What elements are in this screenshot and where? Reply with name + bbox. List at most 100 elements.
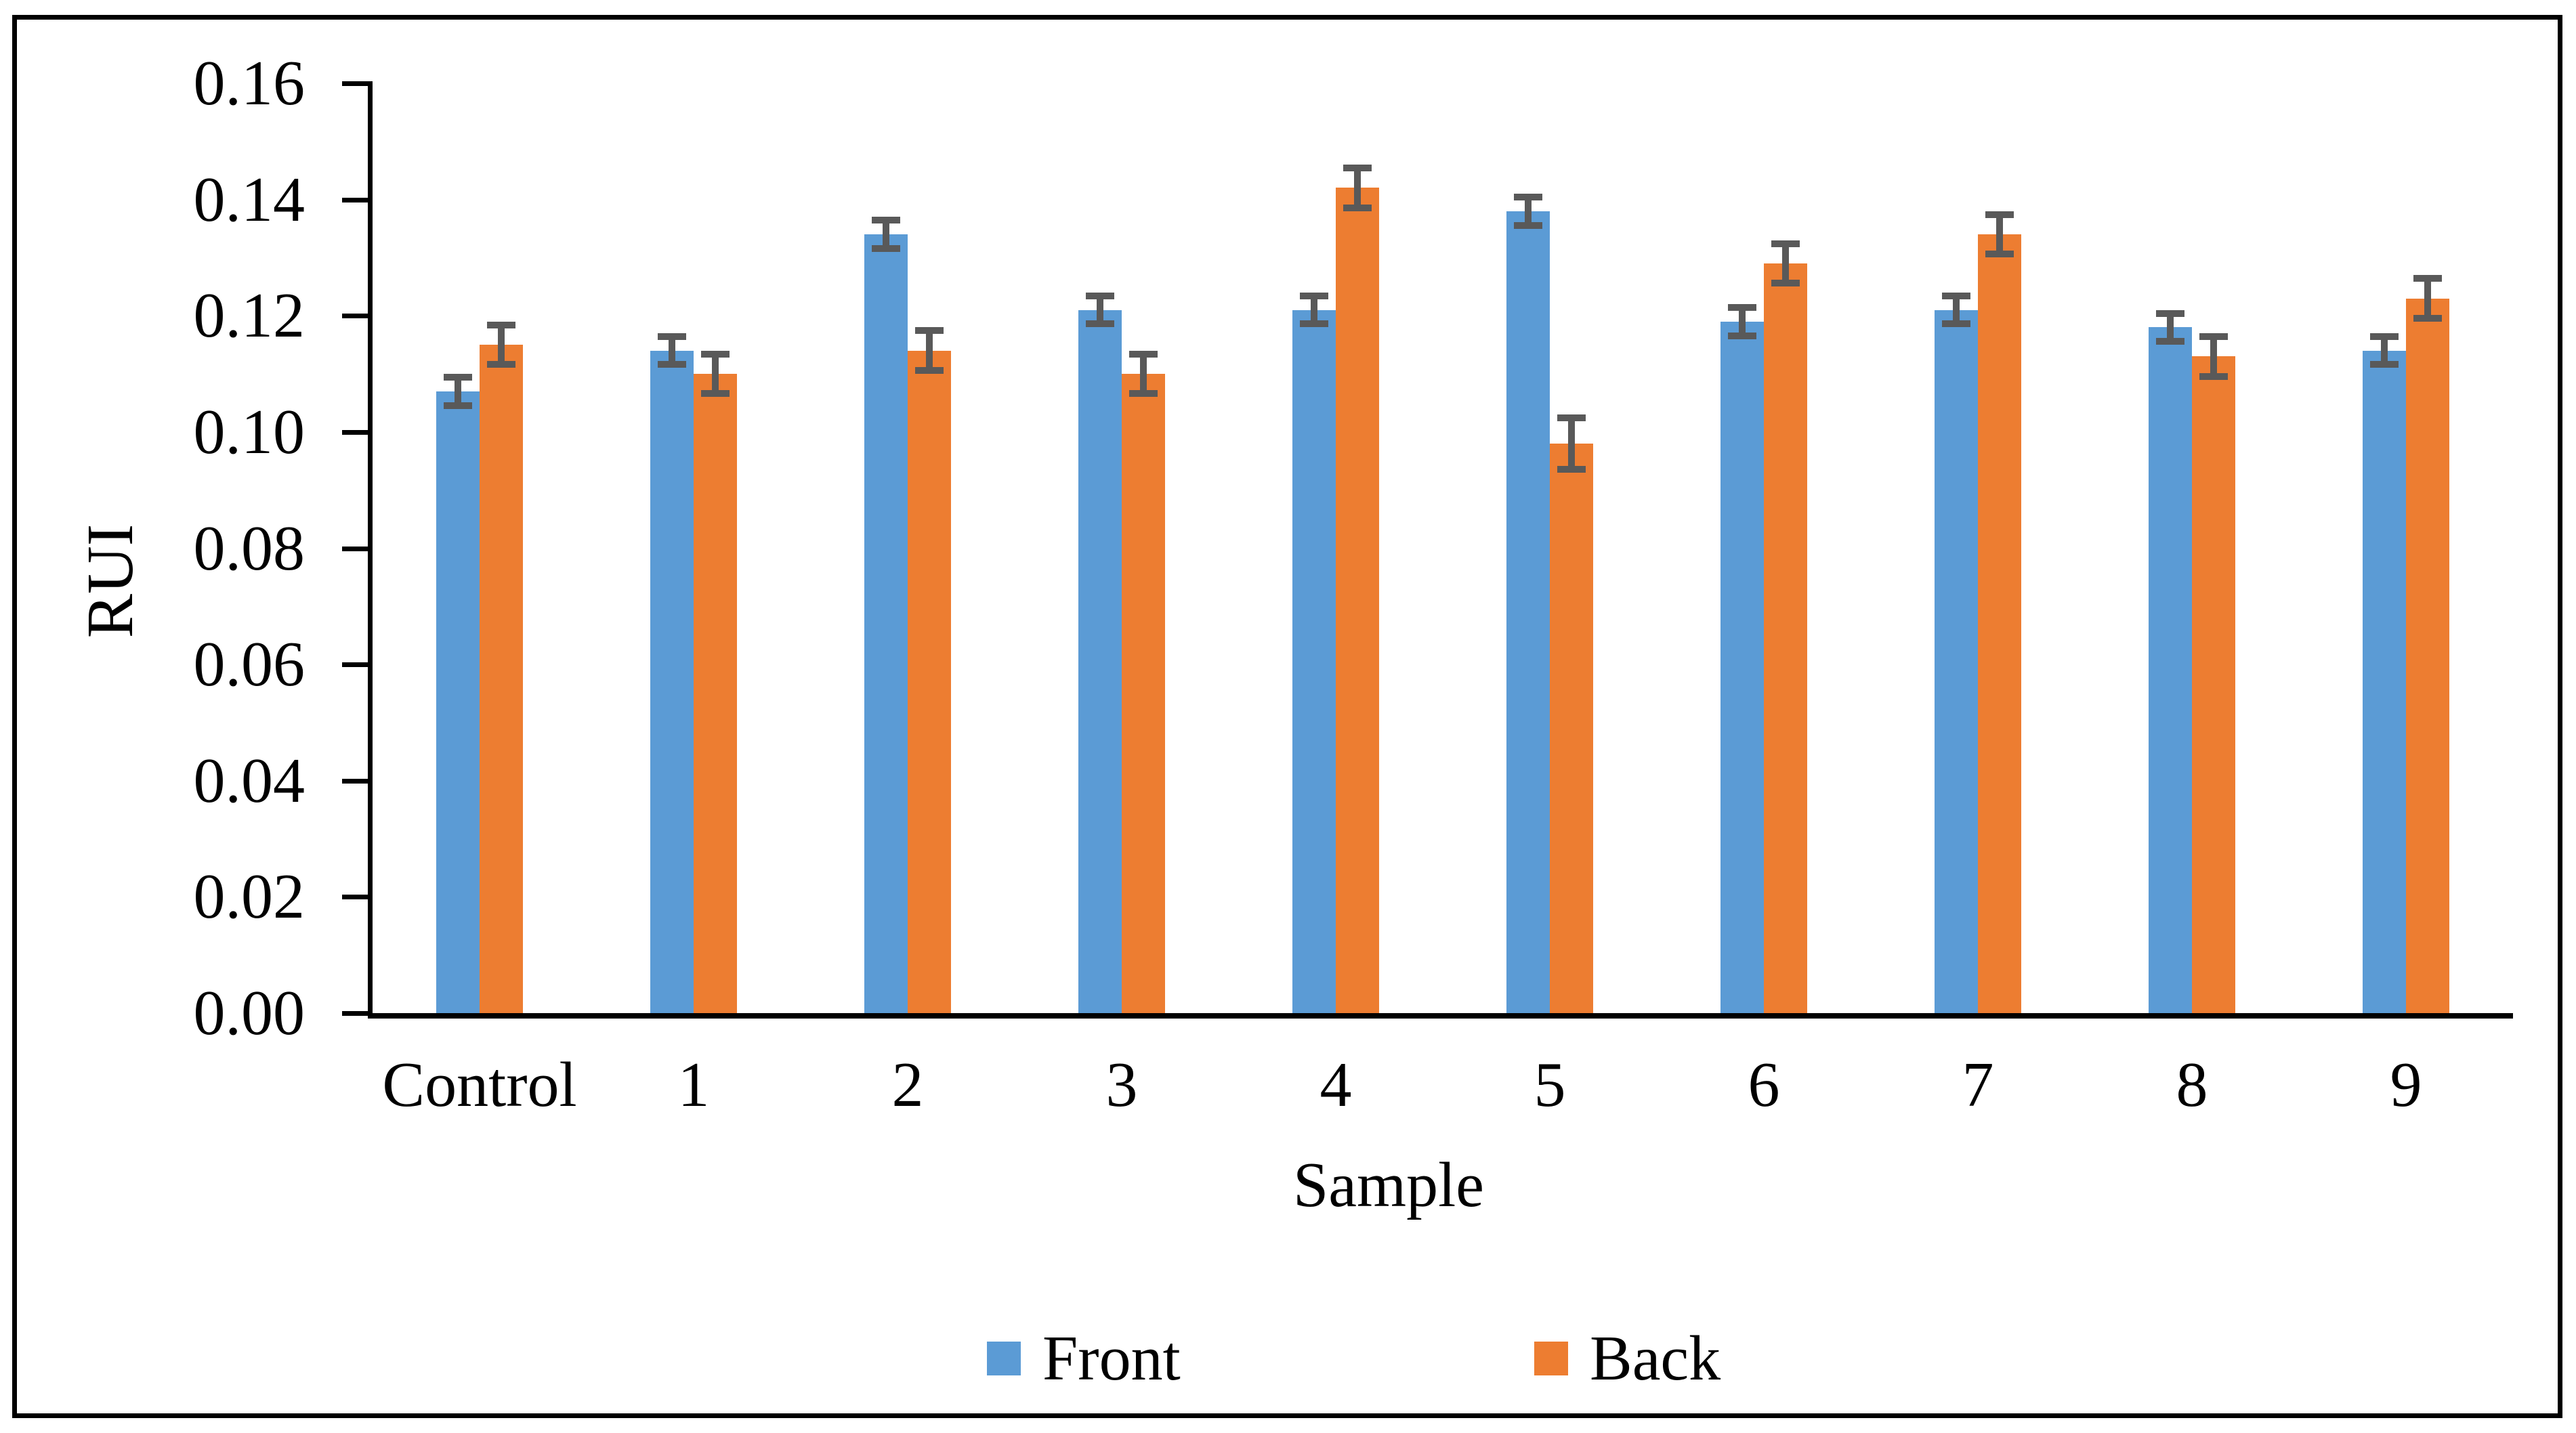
error-bar-front-control	[444, 374, 472, 409]
x-tick-label-4: 4	[1319, 1050, 1352, 1120]
error-bar-line	[883, 217, 889, 252]
error-bar-front-2	[872, 217, 900, 252]
error-bar-line	[1996, 211, 2003, 257]
x-tick-label-7: 7	[1962, 1050, 1994, 1120]
bar-front-3	[1078, 310, 1122, 1013]
x-tick-label-5: 5	[1534, 1050, 1566, 1120]
error-bar-back-control	[487, 322, 515, 368]
error-bar-front-6	[1728, 304, 1756, 339]
x-tick-label-1: 1	[677, 1050, 710, 1120]
bar-front-8	[2149, 327, 2192, 1013]
bar-front-6	[1720, 322, 1764, 1013]
error-bar-cap-top	[915, 327, 944, 334]
legend-swatch-back	[1534, 1342, 1568, 1375]
error-bar-cap-bottom	[1771, 280, 1800, 286]
error-bar-line	[2424, 275, 2431, 322]
bar-back-7	[1978, 234, 2021, 1013]
error-bar-line	[669, 333, 675, 368]
bar-front-1	[650, 351, 694, 1013]
x-tick-label-2: 2	[891, 1050, 924, 1120]
bar-back-1	[694, 374, 737, 1013]
bar-back-8	[2192, 356, 2235, 1013]
error-bar-cap-bottom	[2413, 315, 2442, 322]
error-bar-back-6	[1771, 240, 1800, 286]
error-bar-front-1	[658, 333, 686, 368]
error-bar-line	[1140, 351, 1147, 397]
error-bar-cap-top	[487, 322, 515, 328]
error-bar-line	[1097, 293, 1103, 327]
bar-front-4	[1292, 310, 1336, 1013]
error-bar-line	[712, 351, 719, 397]
error-bar-cap-top	[2156, 310, 2184, 317]
error-bar-back-3	[1129, 351, 1158, 397]
x-tick-label-6: 6	[1748, 1050, 1780, 1120]
error-bar-line	[1739, 304, 1746, 339]
legend-item-back: Back	[1534, 1325, 1720, 1392]
bar-back-3	[1122, 374, 1165, 1013]
y-tick-label: 0.08	[193, 513, 305, 584]
error-bar-front-9	[2370, 333, 2399, 368]
y-tick-label: 0.06	[193, 629, 305, 700]
y-tick-mark	[342, 779, 373, 784]
error-bar-cap-top	[2370, 333, 2399, 340]
y-tick-label: 0.10	[193, 397, 305, 467]
error-bar-cap-bottom	[1514, 222, 1542, 229]
error-bar-cap-bottom	[487, 361, 515, 368]
y-tick-label: 0.16	[193, 48, 305, 119]
error-bar-line	[1568, 414, 1575, 473]
y-tick-mark	[342, 662, 373, 667]
error-bar-front-5	[1514, 194, 1542, 229]
error-bar-cap-bottom	[2156, 338, 2184, 345]
error-bar-cap-bottom	[1343, 205, 1372, 211]
bar-back-6	[1764, 263, 1807, 1013]
error-bar-cap-bottom	[1728, 333, 1756, 339]
error-bar-cap-top	[1300, 293, 1328, 299]
bar-front-5	[1506, 211, 1550, 1013]
error-bar-cap-top	[1557, 414, 1586, 421]
error-bar-back-1	[701, 351, 730, 397]
x-axis-line	[368, 1013, 2513, 1019]
x-tick-label-8: 8	[2176, 1050, 2208, 1120]
bar-back-2	[908, 351, 951, 1013]
error-bar-cap-bottom	[1300, 320, 1328, 327]
error-bar-cap-top	[1771, 240, 1800, 247]
bar-back-9	[2406, 299, 2449, 1013]
error-bar-back-2	[915, 327, 944, 374]
error-bar-cap-top	[1343, 165, 1372, 171]
error-bar-cap-top	[2199, 333, 2228, 340]
y-tick-mark	[342, 81, 373, 86]
error-bar-back-9	[2413, 275, 2442, 322]
error-bar-cap-bottom	[444, 402, 472, 409]
y-tick-mark	[342, 547, 373, 551]
x-tick-label-3: 3	[1105, 1050, 1138, 1120]
y-tick-mark	[342, 430, 373, 435]
error-bar-cap-top	[701, 351, 730, 358]
y-tick-label: 0.12	[193, 280, 305, 351]
error-bar-cap-bottom	[2199, 373, 2228, 380]
legend-label-back: Back	[1590, 1323, 1721, 1394]
error-bar-line	[455, 374, 461, 409]
x-axis-title: Sample	[1293, 1150, 1484, 1220]
error-bar-cap-bottom	[701, 390, 730, 397]
error-bar-cap-bottom	[1129, 390, 1158, 397]
error-bar-cap-top	[872, 217, 900, 223]
y-tick-mark	[342, 895, 373, 899]
error-bar-cap-top	[2413, 275, 2442, 282]
error-bar-back-7	[1985, 211, 2014, 257]
error-bar-cap-bottom	[915, 367, 944, 374]
y-tick-mark	[342, 1011, 373, 1016]
legend-label-front: Front	[1042, 1323, 1181, 1394]
y-tick-label: 0.02	[193, 861, 305, 932]
error-bar-cap-bottom	[1086, 320, 1114, 327]
bar-back-5	[1550, 444, 1593, 1013]
error-bar-line	[1525, 194, 1532, 229]
error-bar-back-8	[2199, 333, 2228, 380]
error-bar-front-7	[1942, 293, 1970, 327]
error-bar-cap-top	[444, 374, 472, 381]
bar-front-7	[1935, 310, 1978, 1013]
error-bar-cap-bottom	[1557, 466, 1586, 473]
x-tick-label-9: 9	[2390, 1050, 2422, 1120]
error-bar-line	[1782, 240, 1789, 286]
error-bar-cap-bottom	[1985, 251, 2014, 257]
error-bar-front-8	[2156, 310, 2184, 345]
